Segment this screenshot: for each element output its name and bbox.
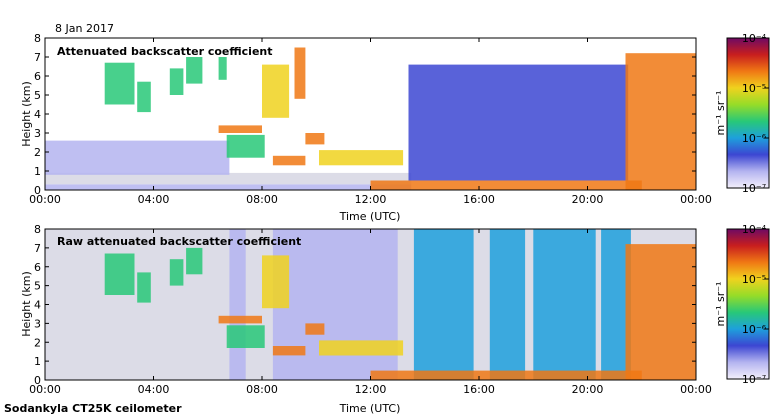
colorbar-unit-label: m⁻¹ sr⁻¹ <box>714 91 727 136</box>
heatmap-cell-noise-curtain <box>229 229 246 380</box>
heatmap-cell-aerosol-layer <box>45 140 230 175</box>
heatmap-cell-noise-curtain <box>413 229 474 380</box>
colorbar: 10⁻⁷ 10⁻⁶ 10⁻⁵ 10⁻⁴ m⁻¹ sr⁻¹ <box>714 223 770 386</box>
heatmap-cell-descending-cloud <box>262 64 290 118</box>
heatmap-cell-low-cloud <box>226 134 265 158</box>
x-axis-label: Time (UTC) <box>339 210 401 223</box>
heatmap-cell-cloud-base-1-5-2-km <box>319 340 404 356</box>
y-tick-label: 2 <box>34 336 41 349</box>
x-tick-label: 04:00 <box>138 193 170 206</box>
heatmap-cell-cloud-3-km <box>218 125 262 133</box>
heatmap-cell-rising-cloud <box>625 244 696 380</box>
y-tick-label: 2 <box>34 146 41 159</box>
colorbar-tick-label: 10⁻⁶ <box>742 132 767 145</box>
x-axis-ticks: 00:00 04:00 08:00 12:00 16:00 20:00 00:00 <box>29 38 712 206</box>
colorbar-tick-label: 10⁻⁶ <box>742 323 767 336</box>
panel-raw-attenuated-backscatter: 00:00 04:00 08:00 12:00 16:00 20:00 00:00 0 1 2 3… <box>20 223 770 415</box>
panel-attenuated-backscatter: 00:00 04:00 08:00 12:00 16:00 20:00 00:00 0 1 2 3… <box>20 32 770 223</box>
colorbar-tick-label: 10⁻⁵ <box>742 82 766 95</box>
x-tick-label: 20:00 <box>572 383 604 396</box>
heatmap-features <box>45 229 696 380</box>
x-tick-label: 00:00 <box>680 383 712 396</box>
y-axis-label: Height (km) <box>20 271 33 337</box>
x-tick-label: 12:00 <box>355 383 387 396</box>
x-tick-label: 00:00 <box>680 193 712 206</box>
y-tick-label: 6 <box>34 261 41 274</box>
colorbar-tick-label: 10⁻⁵ <box>742 273 766 286</box>
colorbar-gradient <box>726 228 770 380</box>
heatmap-cell-surface-cloud <box>370 180 642 190</box>
x-axis-label: Time (UTC) <box>339 402 401 415</box>
y-tick-label: 7 <box>34 242 41 255</box>
heatmap-cell-mid-level-cloud <box>186 247 203 275</box>
colorbar-tick-label: 10⁻⁴ <box>742 32 767 45</box>
y-tick-label: 1 <box>34 355 41 368</box>
heatmap-cell-mid-level-cloud <box>137 81 151 113</box>
heatmap-cell-rising-cloud <box>625 53 696 191</box>
heatmap-cell-cloud-2-7-km <box>305 133 325 145</box>
footer-instrument: Sodankyla CT25K ceilometer <box>4 402 182 415</box>
heatmap-cell-cloud-2-7-km <box>305 323 325 335</box>
x-tick-label: 20:00 <box>572 193 604 206</box>
x-tick-label: 16:00 <box>463 193 495 206</box>
heatmap-cell-mid-level-cloud <box>137 272 151 303</box>
heatmap-cell-low-cloud <box>226 325 265 348</box>
panel-title: Raw attenuated backscatter coefficient <box>57 235 301 248</box>
heatmap-cell-mid-level-cloud <box>169 68 184 95</box>
x-tick-label: 12:00 <box>355 193 387 206</box>
heatmap-cell-descending-cloud <box>262 255 290 309</box>
y-axis-ticks: 0 1 2 3 4 5 6 7 8 <box>34 32 696 197</box>
heatmap-cell-cloud-base-1-5-2-km <box>319 150 404 166</box>
heatmap-cell-cloud-base-1-5-km <box>272 155 306 166</box>
colorbar: 10⁻⁷ 10⁻⁶ 10⁻⁵ 10⁻⁴ m⁻¹ sr⁻¹ <box>714 32 770 195</box>
heatmap-cell-noise-curtain <box>272 229 398 380</box>
heatmap-cell-surface-layer <box>45 184 412 190</box>
heatmap-cell-cloud-3-km <box>218 315 262 324</box>
y-tick-label: 7 <box>34 51 41 64</box>
y-tick-label: 6 <box>34 70 41 83</box>
heatmap-cell-noise-curtain <box>533 229 596 380</box>
x-tick-label: 08:00 <box>246 383 278 396</box>
x-tick-label: 04:00 <box>138 383 170 396</box>
heatmap-cell-mid-level-cloud <box>218 57 227 80</box>
y-tick-label: 8 <box>34 223 41 236</box>
heatmap-cell-noise-curtain <box>489 229 526 380</box>
x-tick-label: 00:00 <box>29 193 61 206</box>
colorbar-tick-label: 10⁻⁷ <box>742 373 766 386</box>
x-tick-label: 16:00 <box>463 383 495 396</box>
panel-title: Attenuated backscatter coefficient <box>57 45 273 58</box>
heatmap-cell-low-noise-layer <box>45 172 412 185</box>
y-tick-label: 3 <box>34 317 41 330</box>
heatmap-cell-mid-level-cloud <box>186 57 203 84</box>
heatmap-cell-mid-level-cloud <box>104 253 135 295</box>
y-tick-label: 4 <box>34 108 41 121</box>
y-tick-label: 0 <box>34 374 41 387</box>
heatmap-cell-precipitation-streaks <box>408 64 629 181</box>
x-tick-label: 00:00 <box>29 383 61 396</box>
y-axis-ticks: 0 1 2 3 4 5 6 7 8 <box>34 223 696 387</box>
heatmap-cell-surface-cloud <box>370 370 642 380</box>
y-tick-label: 3 <box>34 127 41 140</box>
y-tick-label: 8 <box>34 32 41 45</box>
colorbar-tick-label: 10⁻⁷ <box>742 182 766 195</box>
heatmap-cell-mid-level-cloud <box>169 259 184 286</box>
y-tick-label: 0 <box>34 184 41 197</box>
y-axis-label: Height (km) <box>20 81 33 147</box>
y-tick-label: 4 <box>34 299 41 312</box>
colorbar-unit-label: m⁻¹ sr⁻¹ <box>714 282 727 327</box>
heatmap-cell-cloud-base-1-5-km <box>272 346 306 356</box>
heatmap-cell-mid-level-cloud <box>104 62 135 105</box>
heatmap-features <box>45 47 696 191</box>
colorbar-gradient <box>726 37 770 189</box>
date-label: 8 Jan 2017 <box>55 22 114 35</box>
colorbar-tick-label: 10⁻⁴ <box>742 223 767 236</box>
y-tick-label: 5 <box>34 89 41 102</box>
y-tick-label: 1 <box>34 165 41 178</box>
x-tick-label: 08:00 <box>246 193 278 206</box>
heatmap-cell-tall-cloud <box>294 47 306 99</box>
y-tick-label: 5 <box>34 280 41 293</box>
x-axis-ticks: 00:00 04:00 08:00 12:00 16:00 20:00 00:00 <box>29 229 712 396</box>
